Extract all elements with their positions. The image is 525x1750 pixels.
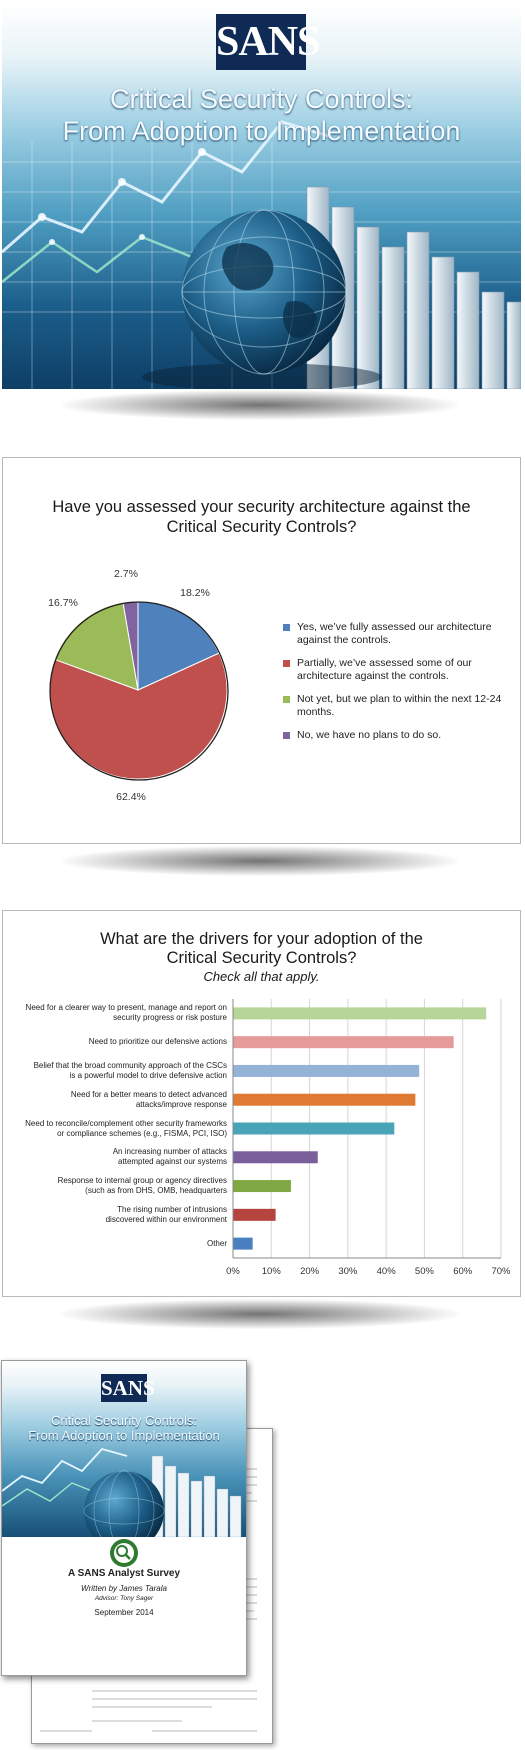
report-author: Written by James Tarala [81, 1584, 167, 1593]
pie-value-label: 2.7% [114, 568, 138, 580]
pie-slice [48, 652, 228, 780]
bar-category-label: Need to reconcile/complement other secur… [25, 1118, 227, 1138]
x-tick-label: 30% [338, 1266, 358, 1277]
bar [233, 1093, 416, 1106]
legend-item: Partially, we’ve assessed some of our ar… [283, 657, 508, 683]
x-tick-label: 10% [262, 1266, 282, 1277]
bar-category-label: Need to prioritize our defensive actions [88, 1037, 227, 1047]
legend-item: Yes, we’ve fully assessed our architectu… [283, 621, 508, 647]
report-sans-logo: SANS [101, 1374, 155, 1402]
pie-value-label: 16.7% [48, 597, 78, 609]
bar [233, 1122, 395, 1135]
report-cover-page: SANS Critical Security Controls: From Ad… [1, 1360, 247, 1676]
pie-chart-slide: Have you assessed your security architec… [2, 457, 521, 844]
x-tick-label: 20% [300, 1266, 320, 1277]
cover-background-art [2, 120, 521, 389]
bar-chart: 0% 10% 20% 30% 40% 50% 60% 70% [226, 999, 511, 1277]
legend-label: Partially, we’ve assessed some of our ar… [297, 657, 472, 682]
bar [233, 1036, 454, 1049]
bar-subtitle: Check all that apply. [203, 969, 320, 984]
legend-label: Not yet, but we plan to within the next … [297, 693, 502, 718]
cover-shadow [60, 390, 460, 420]
bar-category-label: Need for a clearer way to present, manag… [25, 1003, 227, 1023]
cover-title-line1: Critical Security Controls: [109, 84, 414, 114]
bar-category-label: The rising number of intrusions discovere… [105, 1204, 227, 1224]
pie-outline [49, 601, 229, 781]
legend-label: Yes, we’ve fully assessed our architectu… [297, 621, 492, 646]
bar-title-line2: Critical Security Controls? [166, 949, 357, 967]
bar [233, 1237, 253, 1250]
legend-item: Not yet, but we plan to within the next … [283, 693, 508, 719]
legend-label: No, we have no plans to do so. [297, 729, 442, 741]
bar [233, 1208, 276, 1221]
report-title-line2: From Adoption to Implementation [28, 1428, 220, 1443]
x-tick-label: 70% [491, 1266, 511, 1277]
pie-title-line1: Have you assessed your security architec… [52, 498, 471, 516]
cover-slide: SANS Critical Security Controls: From Ad… [2, 2, 521, 389]
bar-chart-slide: What are the drivers for your adoption o… [2, 910, 521, 1297]
pie-title-line2: Critical Security Controls? [166, 518, 357, 536]
bar [233, 1180, 291, 1193]
report-cover-background [2, 1447, 242, 1537]
bar-category-label: Belief that the broad community approach… [33, 1060, 227, 1080]
report-advisor: Advisor: Tony Sager [94, 1595, 154, 1602]
x-tick-label: 40% [377, 1266, 397, 1277]
legend-swatch [283, 732, 290, 739]
legend-swatch [283, 696, 290, 703]
pie-slice [53, 601, 139, 691]
magnifier-icon [110, 1539, 138, 1567]
bar-category-label: Response to internal group or agency dir… [57, 1176, 227, 1196]
bar-category-label: An increasing number of attacks attempted… [112, 1147, 227, 1167]
legend-swatch [283, 660, 290, 667]
bar [233, 1007, 487, 1020]
bar-title-line1: What are the drivers for your adoption o… [100, 930, 423, 948]
report-survey-label: A SANS Analyst Survey [67, 1568, 181, 1579]
bar-slide-shadow [60, 1299, 460, 1329]
report-date: September 2014 [94, 1608, 154, 1617]
pie-slice [122, 600, 139, 691]
cover-title-line2: From Adoption to Implementation [62, 116, 461, 146]
report-title-line1: Critical Security Controls: [51, 1413, 197, 1428]
sans-logo: SANS [216, 14, 320, 70]
pie-chart: 18.2% 62.4% 16.7% 2.7% [48, 568, 229, 803]
x-tick-label: 50% [415, 1266, 435, 1277]
pie-legend: Yes, we’ve fully assessed our architectu… [283, 621, 508, 752]
legend-item: No, we have no plans to do so. [283, 729, 508, 742]
bar [233, 1151, 318, 1164]
pie-value-label: 62.4% [116, 791, 146, 803]
report-cover-art: SANS Critical Security Controls: From Ad… [2, 1361, 246, 1537]
bar-category-label: Need for a better means to detect advanc… [70, 1089, 227, 1109]
pie-value-label: 18.2% [180, 587, 210, 599]
legend-swatch [283, 624, 290, 631]
bar-category-label: Other [206, 1238, 227, 1248]
pie-slide-shadow [60, 846, 460, 876]
x-tick-label: 0% [226, 1266, 240, 1277]
bar [233, 1064, 420, 1077]
x-tick-label: 60% [453, 1266, 473, 1277]
